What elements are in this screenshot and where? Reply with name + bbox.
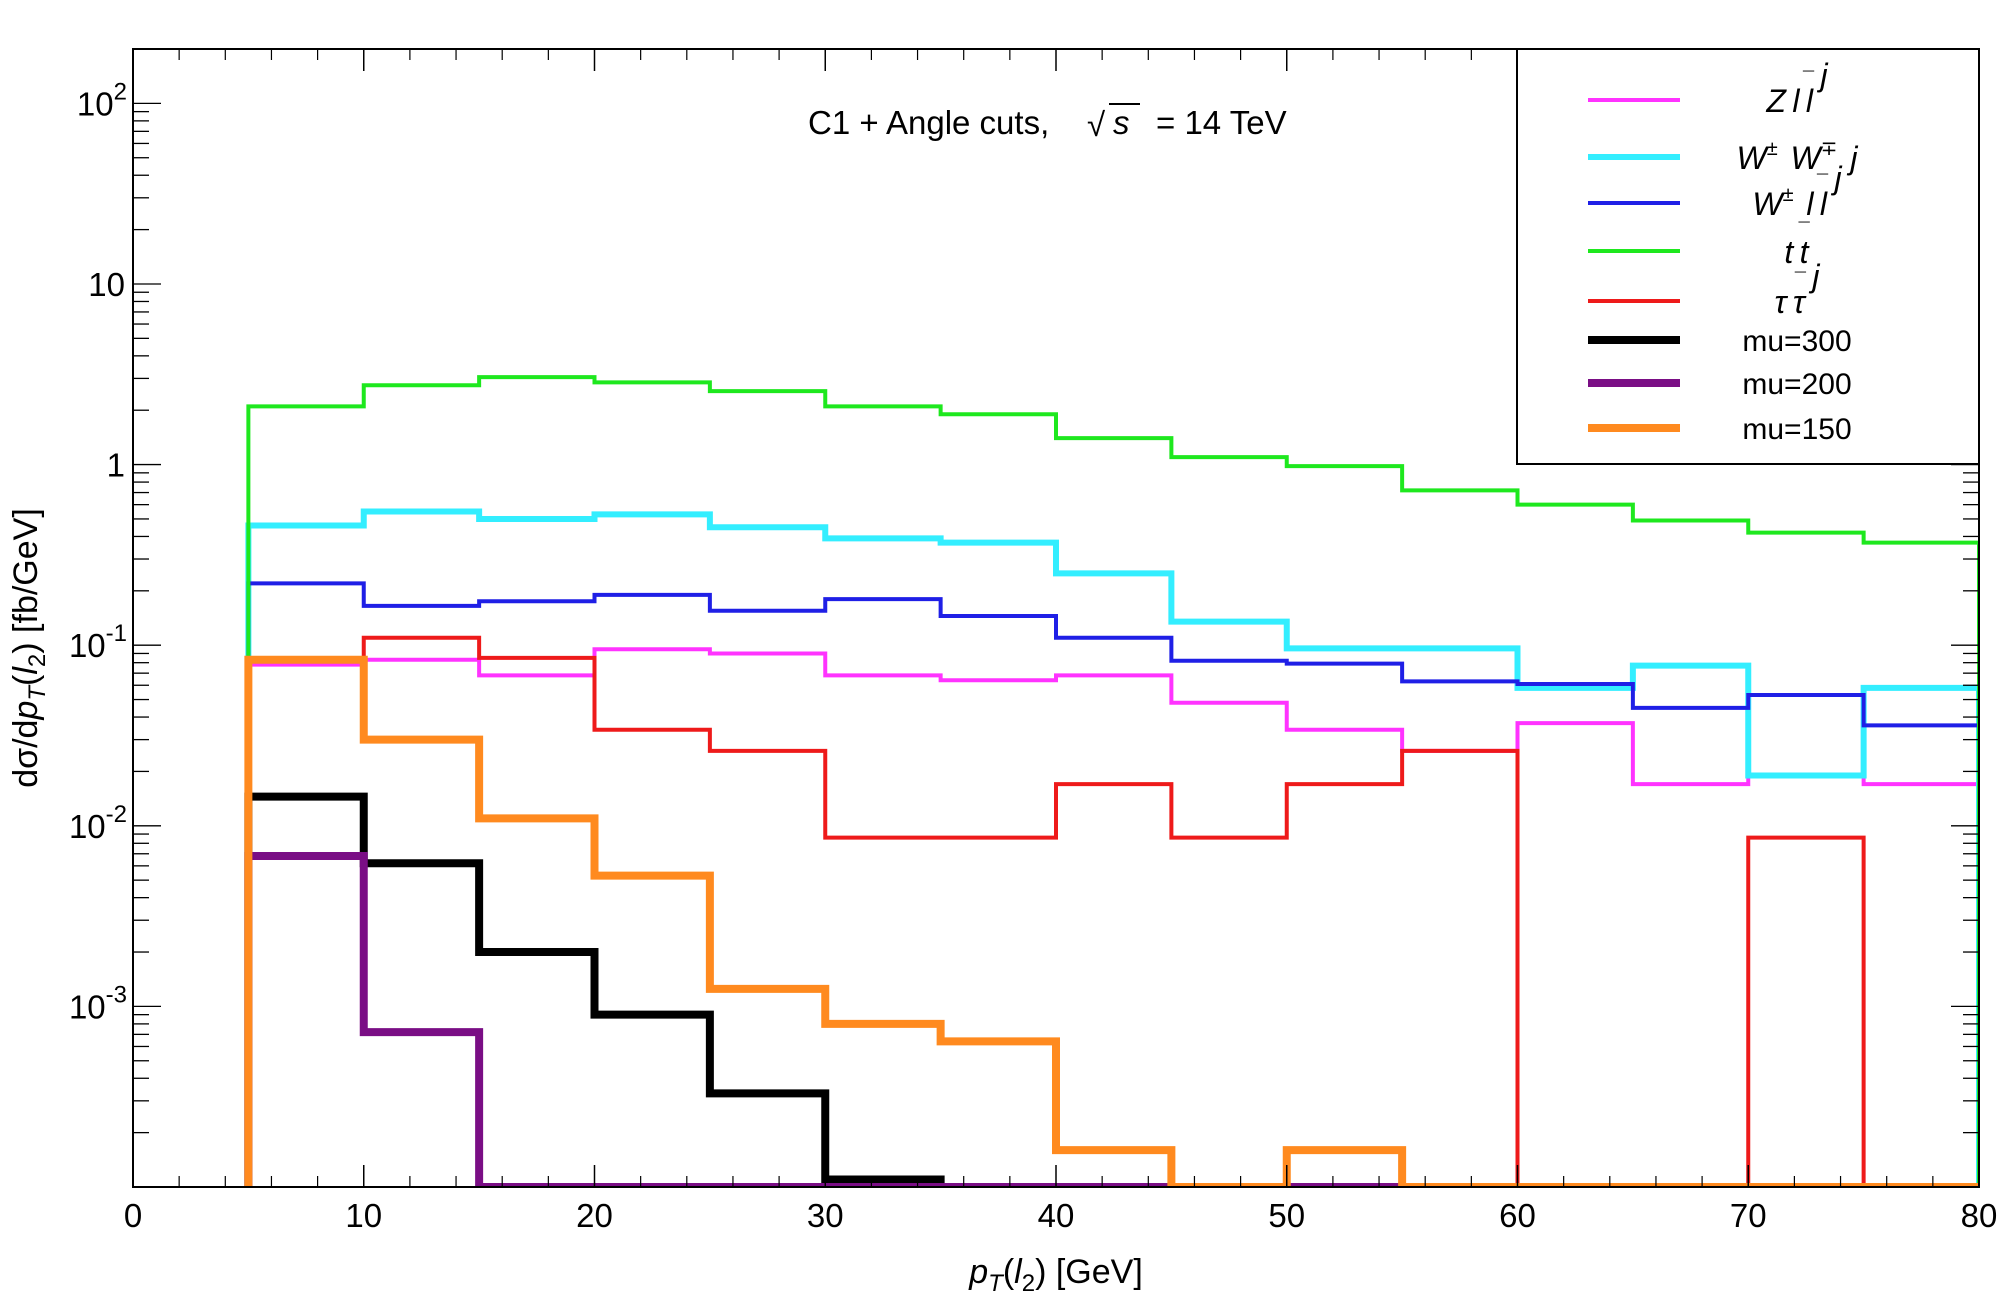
y-axis-label: dσ/dpT(l2) [fb/GeV]: [7, 508, 51, 788]
x-tick-label: 20: [576, 1197, 613, 1234]
legend-label: W± l l¯ j: [1752, 160, 1842, 222]
axes-layer: 0 10 20 30 40 50 60 70 80 102 10 1 10-1 10-2 10-3 pT(l2…: [7, 48, 1998, 1294]
legend: Z l l¯ j W± W∓ jW± l l¯ jt t¯τ τ¯ j mu=300…: [1516, 48, 1980, 465]
x-tick-label: 30: [807, 1197, 844, 1234]
series-line: [246, 581, 1979, 1187]
x-axis-label: pT(l2) [GeV]: [968, 1253, 1143, 1294]
series-w-l-l-j: [246, 581, 1979, 1187]
y-tick-label: 10: [88, 266, 125, 303]
series-z-l-l-j: [246, 647, 1979, 1187]
series-line: [246, 647, 1979, 1187]
series-line: [244, 655, 1979, 1187]
series-mu-300: [244, 792, 1979, 1187]
x-tick-label: 70: [1730, 1197, 1767, 1234]
chart-title: C1 + Angle cuts,: [808, 104, 1049, 141]
x-tick-label: 40: [1038, 1197, 1075, 1234]
series-line: [246, 635, 1979, 1187]
sqrt-arg: s: [1113, 104, 1130, 141]
x-tick-label: 10: [345, 1197, 382, 1234]
legend-label: τ τ¯ j: [1775, 258, 1821, 320]
series--j: [246, 635, 1979, 1187]
y-tick-label: 102: [77, 78, 127, 122]
legend-label: mu=150: [1742, 413, 1851, 446]
series-line: [246, 375, 1979, 1187]
x-tick-label: 80: [1961, 1197, 1998, 1234]
legend-label: Z l l¯ j: [1765, 57, 1828, 119]
y-tick-label: 10-2: [69, 801, 127, 845]
y-tick-label: 10-1: [69, 620, 127, 664]
legend-label: mu=200: [1742, 368, 1851, 401]
title: C1 + Angle cuts, √ s = 14 TeV: [808, 103, 1287, 143]
series-line: [244, 852, 1979, 1187]
series-t-t-: [246, 375, 1979, 1187]
x-tick-label: 50: [1268, 1197, 1305, 1234]
series-mu-150: [244, 655, 1979, 1187]
y-tick-label: 1: [107, 447, 125, 484]
legend-label: mu=300: [1742, 325, 1851, 358]
x-tick-label: 0: [124, 1197, 142, 1234]
legend-box: [1516, 48, 1980, 465]
title-energy: = 14 TeV: [1156, 104, 1287, 141]
series-line: [244, 792, 1979, 1187]
series-line: [245, 508, 1979, 1187]
series-w-w-j: [245, 508, 1979, 1187]
x-tick-label: 60: [1499, 1197, 1536, 1234]
series-layer: [244, 375, 1979, 1187]
legend-label: t t¯: [1784, 220, 1810, 270]
y-tick-label: 10-3: [69, 981, 127, 1025]
legend-label: W± W∓ j: [1737, 138, 1859, 176]
series-mu-200: [244, 852, 1979, 1187]
sqrt-symbol: √: [1087, 106, 1106, 143]
